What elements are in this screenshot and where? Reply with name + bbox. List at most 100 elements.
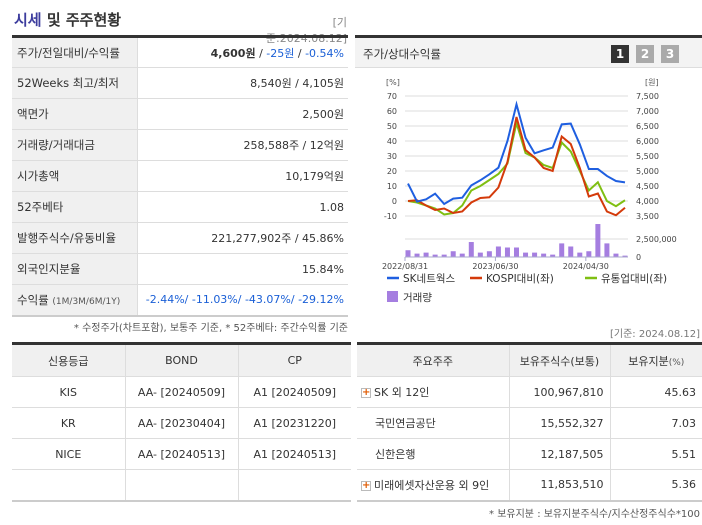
volume-bar — [414, 253, 420, 257]
page-button-3[interactable]: 3 — [661, 45, 679, 63]
volume-bar — [586, 251, 592, 257]
table-row: NICE AA- [20240513] A1 [20240513] — [12, 438, 351, 470]
row-label: 발행주식수/유동비율 — [12, 222, 138, 254]
row-label: 외국인지분율 — [12, 253, 138, 285]
row-label: 액면가 — [12, 98, 138, 130]
sep: / — [294, 46, 306, 60]
legend-swatch — [387, 291, 398, 302]
volume-bar — [613, 253, 619, 257]
holder-name[interactable]: + 미래에셋자산운용 외 9인 — [357, 469, 510, 501]
row-label: 52주베타 — [12, 191, 138, 223]
right-tick: 6,500 — [636, 122, 659, 131]
col-header: 보유주식수(보통) — [509, 343, 611, 377]
right-tick: 5,000 — [636, 167, 659, 176]
holder-name: 신한은행 — [357, 438, 510, 470]
left-tick: 50 — [387, 122, 397, 131]
row-value: -2.44%/ -11.03%/ -43.07%/ -29.12% — [137, 284, 348, 316]
x-tick: 2022/08/31 — [382, 262, 428, 271]
holder-name[interactable]: + SK 외 12인 — [357, 376, 510, 408]
pct: 7.03 — [610, 407, 702, 439]
volume-bar — [423, 252, 429, 257]
label-main: 수익률 — [17, 292, 49, 307]
bond: AA- [20240509] — [125, 376, 239, 408]
left-tick: 20 — [387, 167, 397, 176]
volume-bar — [450, 251, 456, 257]
volume-bar — [514, 247, 519, 257]
table-row: 외국인지분율 15.84% — [12, 253, 348, 285]
right-tick: 7,500 — [636, 92, 659, 101]
sep: / — [255, 46, 267, 60]
left-tick: 0 — [392, 197, 397, 206]
cp: A1 [20231220] — [238, 407, 351, 439]
chart-header: 주가/상대수익률 1 2 3 — [355, 38, 702, 68]
table-row: 수익률 (1M/3M/6M/1Y) -2.44%/ -11.03%/ -43.07… — [12, 284, 348, 316]
chart-panel: 주가/상대수익률 1 2 3 [%] [원] 70 7,500 60 7,000 50 6,5… — [355, 35, 702, 310]
col-header: BOND — [125, 343, 239, 377]
chart-title: 주가/상대수익률 — [363, 47, 441, 61]
expand-icon[interactable]: + — [361, 479, 371, 491]
cp: A1 [20240509] — [238, 376, 351, 408]
row-value: 1.08 — [137, 191, 348, 223]
volume-bar — [604, 243, 610, 257]
footnote: * 수정주가(차트포함), 보통주 기준, * 52주베타: 주간수익률 기준 — [73, 323, 348, 334]
shares: 12,187,505 — [509, 438, 611, 470]
pct: 5.51 — [610, 438, 702, 470]
row-label: 수익률 (1M/3M/6M/1Y) — [12, 284, 138, 316]
table-row: 52Weeks 최고/최저 8,540원 / 4,105원 — [12, 67, 348, 99]
table-row: 거래량/거래대금 258,588주 / 12억원 — [12, 129, 348, 161]
title-highlight: 시세 — [14, 11, 42, 29]
volume-bar — [595, 224, 601, 257]
series-line — [407, 100, 626, 206]
right-unit: [원] — [645, 78, 659, 87]
table-row: 주가/전일대비/수익률 4,600원 / -25원 / -0.54% — [12, 36, 348, 68]
volume-bar — [559, 243, 565, 257]
agency — [12, 469, 126, 501]
section-title: 시세 및 주주현황 — [14, 9, 121, 30]
volume-bar — [459, 253, 465, 257]
row-value: 2,500원 — [137, 98, 348, 130]
left-tick: 60 — [387, 107, 397, 116]
left-tick: 10 — [387, 182, 397, 191]
cp — [238, 469, 351, 501]
table-row: 액면가 2,500원 — [12, 98, 348, 130]
legend-label: 거래량 — [403, 292, 432, 304]
x-tick: 2023/06/30 — [472, 262, 518, 271]
rate: -0.54% — [305, 46, 344, 60]
series-line — [407, 116, 626, 217]
table-row: 신한은행 12,187,505 5.51 — [357, 438, 702, 470]
row-value: 8,540원 / 4,105원 — [137, 67, 348, 99]
col-header: 보유지분(%) — [610, 343, 702, 377]
cp: A1 [20240513] — [238, 438, 351, 470]
volume-bar — [468, 242, 474, 257]
change: -25원 — [266, 46, 295, 60]
expand-icon[interactable]: + — [361, 387, 371, 398]
volume-tick: 0 — [636, 253, 641, 262]
label-sub: (1M/3M/6M/1Y) — [52, 296, 121, 307]
series-line — [407, 119, 626, 216]
holder-name-text: 미래에셋자산운용 외 9인 — [374, 478, 490, 492]
page-button-1[interactable]: 1 — [611, 45, 629, 63]
volume-bar — [495, 246, 501, 257]
row-value: 258,588주 / 12억원 — [137, 129, 348, 161]
legend-label: SK네트웍스 — [403, 273, 456, 285]
col-header: 주요주주 — [357, 343, 510, 377]
row-label: 52Weeks 최고/최저 — [12, 67, 138, 99]
right-tick: 7,000 — [636, 107, 659, 116]
volume-bar — [405, 250, 411, 257]
legend-label: KOSPI대비(좌) — [486, 273, 554, 285]
bond — [125, 469, 239, 501]
shares: 15,552,327 — [509, 407, 611, 439]
right-tick: 4,500 — [636, 182, 659, 191]
major-shareholders-table: 주요주주 보유주식수(보통) 보유지분(%) + SK 외 12인 100,967,81… — [357, 342, 702, 502]
volume-bar — [504, 247, 510, 257]
table-row: 시가총액 10,179억원 — [12, 160, 348, 192]
volume-bar — [523, 252, 529, 257]
right-tick: 5,500 — [636, 152, 659, 161]
right-tick: 4,000 — [636, 197, 659, 206]
page-button-2[interactable]: 2 — [636, 45, 654, 63]
table-row: 발행주식수/유동비율 221,277,902주 / 45.86% — [12, 222, 348, 254]
table-row: KIS AA- [20240509] A1 [20240509] — [12, 376, 351, 408]
shares: 11,853,510 — [509, 469, 611, 501]
volume-bar — [568, 246, 574, 257]
volume-bar — [577, 252, 583, 257]
